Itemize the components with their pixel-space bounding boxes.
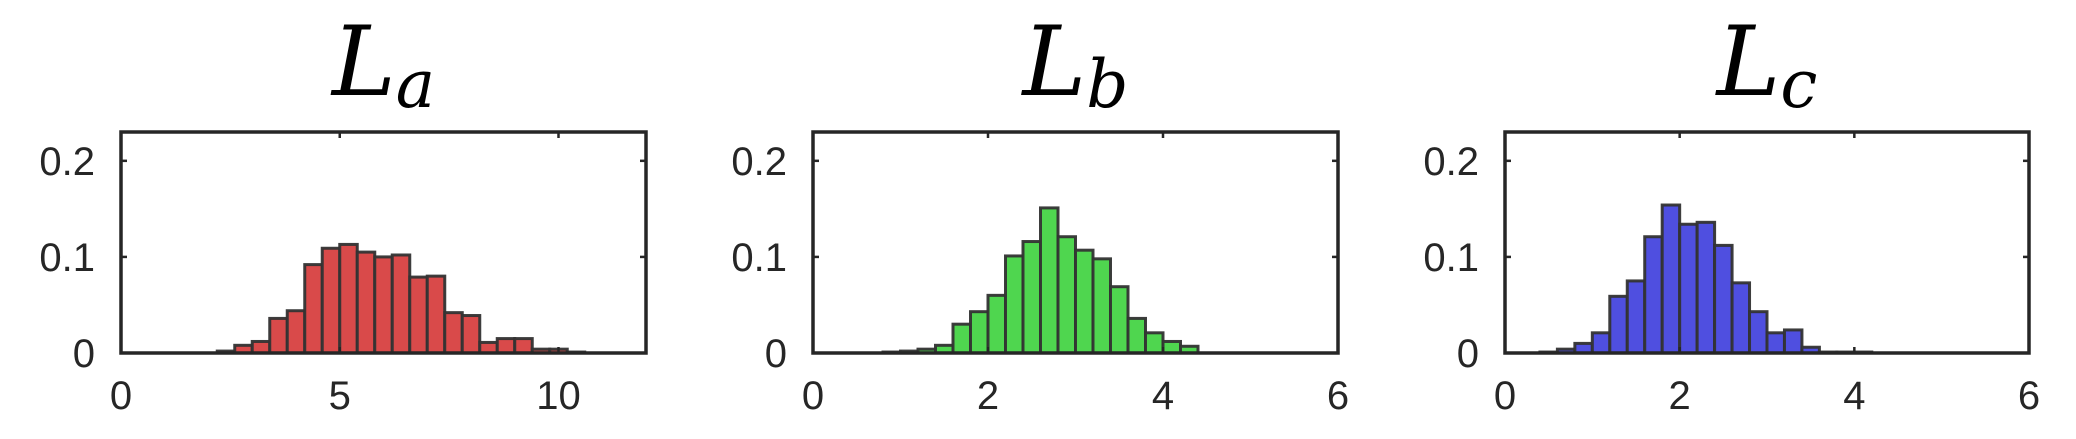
histogram-bar [1039,206,1060,355]
y-tick-label: 0 [73,332,95,376]
histogram-bar [986,293,1007,355]
x-tick-label: 0 [110,374,132,418]
histogram-bar [1625,279,1647,355]
panel-c: 0 2 4 6 0 0.1 0.2 Lc [1423,6,2040,418]
histogram-bar [390,253,412,355]
histogram-bar [425,274,447,355]
histogram-bar [355,250,377,355]
histogram-bar [1695,220,1717,355]
axes-frame [811,130,1340,355]
panel-a: 0 5 10 0 0.1 0.2 La [39,6,648,418]
x-tick-label: 4 [1843,374,1865,418]
histogram-bar [1713,243,1734,355]
histogram-bar [460,314,482,355]
histogram-bar [1590,331,1612,355]
histogram-bar [495,337,517,355]
histogram-bar [1730,281,1752,355]
title-main: L [330,6,396,118]
panel-title: Lc [1715,6,1818,123]
title-main: L [1021,6,1087,118]
panel-title: Lb [1021,6,1129,123]
histogram-bar [969,310,990,355]
panel-b: 0 2 4 6 0 0.1 0.2 Lb [731,6,1349,418]
panel-title: La [330,6,435,123]
x-tick-label: 0 [802,374,824,418]
x-tick-label: 6 [1327,374,1349,418]
y-tick-label: 0.2 [1423,140,1479,184]
title-subscript: b [1086,46,1128,123]
histogram-bar [1126,316,1147,355]
histogram-bar [1765,331,1786,355]
histogram-bar [1782,328,1804,355]
histogram-bar [373,255,394,355]
histogram-bar [285,309,307,355]
histogram-bar [268,316,289,355]
title-main: L [1715,6,1781,118]
histogram-bar [1056,235,1077,355]
y-tick-label: 0 [1457,332,1479,376]
x-tick-label: 2 [977,374,999,418]
histogram-bar [320,246,342,355]
histogram-bar [1660,203,1682,355]
x-tick-label: 2 [1669,374,1691,418]
histogram-bar [1144,331,1165,355]
histogram-bar [951,322,972,355]
axes-frame [119,130,648,355]
histogram-bar [1678,222,1699,355]
x-tick-label: 5 [329,374,351,418]
histogram-bar [513,337,534,355]
histogram-bar [303,263,324,355]
histogram-bar [408,275,429,355]
y-tick-label: 0.1 [39,236,95,280]
title-subscript: c [1780,46,1817,123]
histogram-bar [1004,254,1025,355]
x-tick-label: 0 [1494,374,1516,418]
histogram-bar [1643,235,1664,355]
histogram-bar [338,242,359,355]
y-tick-label: 0.2 [731,140,787,184]
y-tick-label: 0.1 [1423,236,1479,280]
x-tick-label: 10 [536,374,581,418]
y-tick-label: 0 [765,332,787,376]
title-subscript: a [396,46,435,123]
histogram-bar [1091,257,1112,355]
histogram-bar [1608,294,1629,355]
x-tick-label: 4 [1152,374,1174,418]
x-tick-label: 6 [2018,374,2040,418]
histogram-bar [1109,285,1130,355]
histogram-bar [1021,240,1042,355]
histogram-bar [443,311,464,355]
histogram-bar [1074,248,1095,355]
y-tick-label: 0.2 [39,140,95,184]
histogram-bar [1748,310,1769,355]
axes-frame [1503,130,2031,355]
y-tick-label: 0.1 [731,236,787,280]
